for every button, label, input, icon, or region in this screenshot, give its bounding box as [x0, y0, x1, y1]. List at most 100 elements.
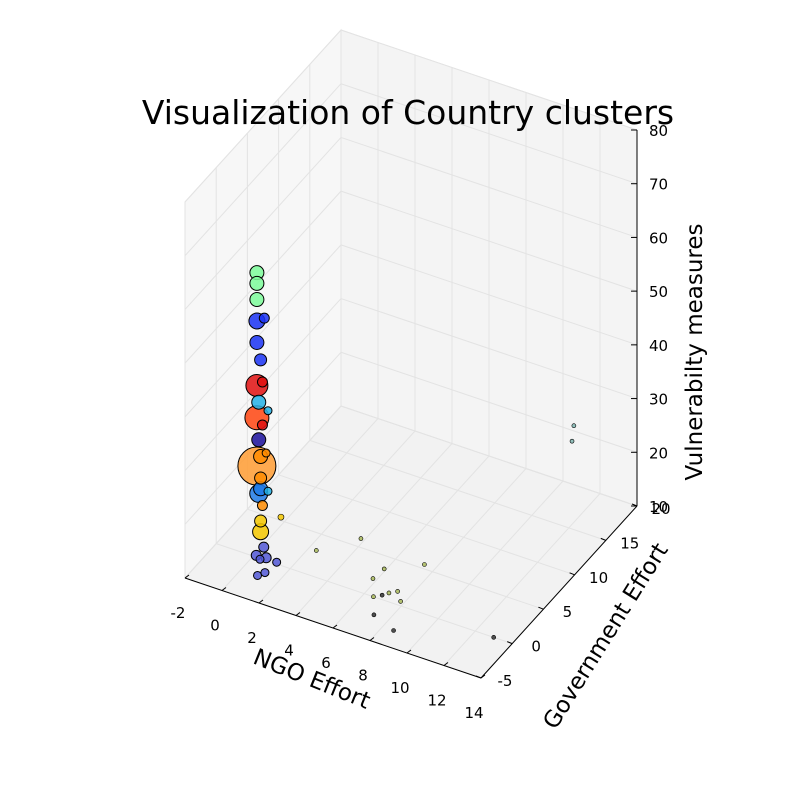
x-tick-mark — [221, 587, 227, 591]
data-point — [253, 570, 263, 580]
data-point — [371, 612, 377, 618]
grid-line-z-back — [340, 83, 638, 185]
grid-line-z-left — [184, 190, 342, 364]
y-tick-mark — [538, 606, 544, 610]
y-tick-mark — [507, 641, 513, 645]
grid-line-x-floor — [295, 443, 453, 616]
data-point — [381, 566, 387, 572]
z-tick-label: 70 — [649, 176, 668, 194]
grid-line-z-back — [340, 136, 638, 238]
x-tick-label: 10 — [390, 679, 409, 697]
y-tick-label: 15 — [620, 534, 639, 552]
grid-line-y-floor — [309, 439, 606, 541]
z-tick-label: 50 — [649, 283, 668, 301]
data-point — [371, 594, 376, 600]
data-point — [395, 589, 400, 594]
grid-line-z-left — [184, 137, 342, 310]
grid-line-x-floor — [221, 418, 379, 591]
data-point — [256, 419, 268, 431]
x-tick-mark — [332, 624, 338, 629]
data-point — [571, 423, 577, 428]
z-tick-label: 40 — [649, 337, 668, 355]
data-point — [251, 394, 267, 410]
data-point — [258, 541, 270, 553]
data-point — [260, 568, 270, 578]
grid-line-x-floor — [332, 455, 490, 629]
grid-line-z-left — [184, 29, 342, 203]
x-tick-mark — [406, 649, 412, 654]
y-tick-label: 5 — [563, 603, 573, 621]
x-tick-mark — [480, 674, 486, 679]
data-point — [249, 334, 265, 350]
data-point — [422, 562, 427, 567]
x-tick-mark — [369, 637, 375, 641]
x-tick-label: 14 — [464, 704, 483, 722]
grid-line-z-back — [340, 190, 638, 292]
grid-line-y-floor — [278, 474, 575, 576]
y-axis-line — [480, 505, 638, 679]
data-point — [254, 514, 268, 528]
grid-line-x-floor — [369, 468, 527, 641]
data-point — [251, 432, 267, 448]
data-point — [255, 554, 265, 564]
y-tick-label: -5 — [498, 672, 513, 690]
grid-line-y-floor — [247, 508, 544, 610]
x-axis-label: NGO Effort — [250, 644, 374, 714]
y-tick-label: 10 — [589, 569, 608, 587]
data-point — [254, 471, 268, 485]
x-tick-label: 4 — [284, 642, 294, 660]
x-tick-label: 6 — [321, 654, 331, 672]
y-tick-label: 0 — [531, 638, 541, 656]
grid-line-z-back — [340, 298, 638, 400]
data-point — [263, 486, 273, 496]
grid-line-z-back — [340, 29, 638, 131]
data-points — [237, 265, 577, 640]
chart-title: Visualization of Country clusters — [142, 93, 674, 132]
z-tick-label: 80 — [649, 122, 668, 140]
data-point — [358, 536, 364, 541]
grid-line-z-left — [184, 83, 342, 257]
x-tick-mark — [184, 574, 190, 579]
grid-line-z-back — [340, 405, 638, 507]
y-tick-mark — [475, 675, 482, 679]
data-point — [379, 592, 385, 598]
data-point — [398, 599, 403, 604]
grid-line-x-floor — [406, 480, 564, 654]
data-point — [263, 406, 273, 416]
grid-line-z-left — [184, 244, 342, 418]
data-point — [249, 275, 265, 291]
y-tick-label: 20 — [651, 500, 670, 518]
data-point — [258, 312, 270, 324]
x-tick-label: -2 — [171, 604, 186, 622]
grid-line-x-floor — [443, 493, 601, 666]
data-point — [254, 353, 268, 367]
data-point — [277, 513, 285, 521]
z-axis-label: Vulnerabilty measures — [682, 223, 708, 480]
data-point — [569, 438, 575, 444]
data-point — [256, 500, 268, 512]
x-tick-mark — [295, 612, 301, 616]
grid-line-x-floor — [258, 430, 416, 604]
data-point — [386, 590, 392, 596]
z-tick-label: 20 — [649, 444, 668, 462]
data-point — [261, 448, 271, 458]
data-point — [370, 576, 376, 581]
grid-line-z-back — [340, 351, 638, 453]
data-point — [491, 635, 497, 640]
z-tick-label: 30 — [649, 391, 668, 409]
x-tick-label: 12 — [427, 692, 446, 710]
y-tick-mark — [600, 537, 606, 541]
x-tick-mark — [443, 662, 449, 666]
x-tick-mark — [258, 599, 264, 604]
grid-line-z-back — [340, 244, 638, 346]
x-tick-label: 8 — [358, 667, 368, 685]
y-tick-mark — [569, 572, 575, 576]
z-tick-label: 60 — [649, 229, 668, 247]
z-tick-label: 10 — [649, 498, 668, 516]
x-tick-label: 2 — [247, 629, 257, 647]
x-tick-label: 0 — [210, 617, 220, 635]
data-point — [249, 292, 265, 308]
